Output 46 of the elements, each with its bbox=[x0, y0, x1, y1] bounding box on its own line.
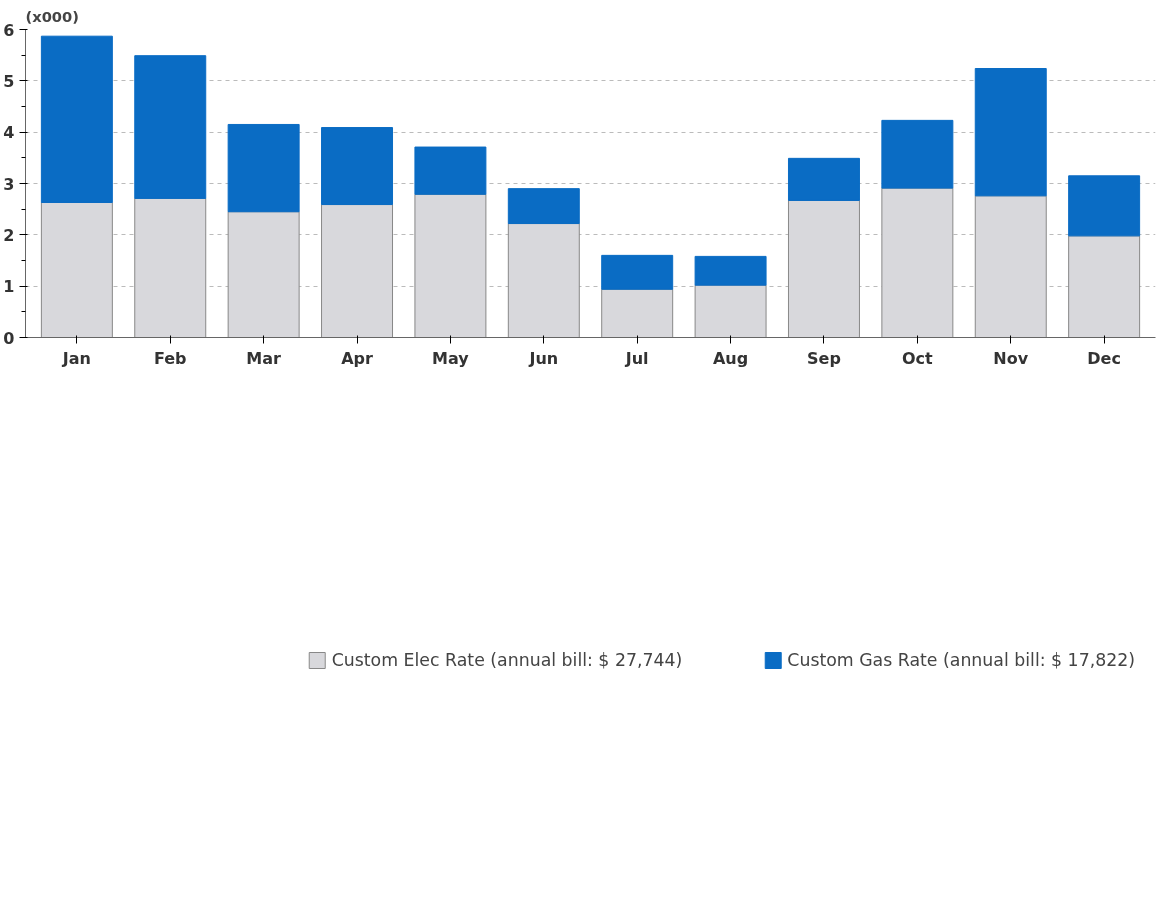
bar bbox=[881, 187, 954, 338]
bar bbox=[1068, 235, 1141, 338]
bar bbox=[694, 284, 767, 338]
x-tick-label: Dec bbox=[1087, 348, 1121, 368]
legend-label: Custom Gas Rate (annual bill: $ 17,822) bbox=[787, 650, 1135, 670]
bar bbox=[414, 146, 487, 195]
bar bbox=[134, 55, 207, 199]
bar bbox=[227, 123, 300, 213]
y-tick-label: 0 bbox=[3, 328, 15, 348]
y-tick-label: 5 bbox=[3, 71, 15, 91]
y-tick-label: 1 bbox=[3, 277, 15, 297]
x-tick-label: Oct bbox=[901, 348, 934, 368]
x-tick-label: Sep bbox=[807, 348, 841, 368]
x-tick-label: Nov bbox=[993, 348, 1029, 368]
x-tick-label: Aug bbox=[712, 348, 749, 368]
bar bbox=[227, 211, 300, 338]
x-tick-label: Jul bbox=[624, 348, 649, 368]
y-tick-label: 4 bbox=[3, 123, 15, 143]
legend-label: Custom Elec Rate (annual bill: $ 27,744) bbox=[331, 650, 683, 670]
bar bbox=[40, 35, 113, 203]
y-tick-label: 6 bbox=[3, 20, 15, 40]
bar bbox=[321, 127, 394, 206]
bar bbox=[787, 199, 860, 338]
bar bbox=[1068, 175, 1141, 237]
bar bbox=[134, 197, 207, 338]
bar bbox=[507, 223, 580, 338]
x-tick-label: May bbox=[432, 348, 470, 368]
x-tick-label: Feb bbox=[153, 348, 187, 368]
bar bbox=[601, 254, 674, 290]
x-tick-label: Jun bbox=[528, 348, 559, 368]
bar bbox=[601, 288, 674, 338]
x-tick-label: Apr bbox=[341, 348, 373, 368]
bar bbox=[974, 195, 1047, 338]
y-axis-title: (x000) bbox=[25, 7, 79, 25]
y-tick-label: 3 bbox=[3, 174, 15, 194]
x-tick-label: Mar bbox=[246, 348, 282, 368]
bar bbox=[881, 119, 954, 189]
bar bbox=[974, 68, 1047, 197]
bar bbox=[787, 157, 860, 201]
y-tick-label: 2 bbox=[3, 225, 15, 245]
bar bbox=[694, 255, 767, 286]
bar bbox=[40, 201, 113, 338]
x-tick-label: Jan bbox=[61, 348, 91, 368]
bar bbox=[321, 204, 394, 338]
bar bbox=[414, 193, 487, 338]
bar bbox=[507, 188, 580, 225]
